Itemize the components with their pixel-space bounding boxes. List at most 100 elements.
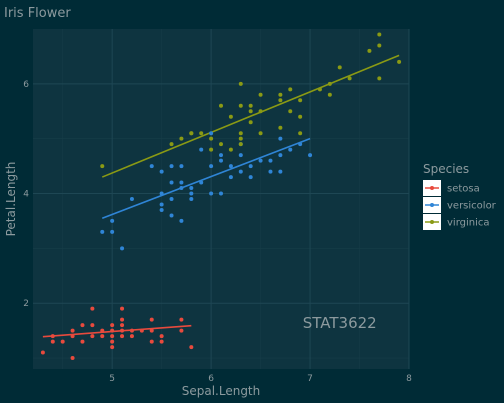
data-point-setosa — [120, 328, 125, 333]
data-point-virginica — [179, 136, 184, 141]
data-point-versicolor — [159, 207, 164, 212]
trend-line-setosa — [42, 324, 192, 338]
data-point-setosa — [110, 328, 115, 333]
data-point-virginica — [238, 131, 243, 136]
data-point-setosa — [60, 339, 65, 344]
data-point-versicolor — [159, 202, 164, 207]
data-point-virginica — [288, 87, 293, 92]
data-point-versicolor — [219, 191, 223, 196]
data-point-versicolor — [278, 136, 283, 141]
data-point-versicolor — [268, 169, 273, 174]
legend-title: Species — [423, 162, 469, 176]
y-axis-ticks: 2 4 6 — [23, 80, 29, 309]
data-point-versicolor — [179, 180, 184, 185]
data-point-setosa — [40, 350, 45, 355]
data-point-versicolor — [288, 147, 293, 152]
data-point-versicolor — [110, 218, 115, 223]
data-point-virginica — [238, 103, 243, 108]
data-point-setosa — [80, 323, 85, 328]
legend-key-point-versicolor — [430, 203, 434, 207]
data-point-virginica — [327, 92, 332, 97]
data-point-virginica — [278, 92, 283, 97]
data-point-virginica — [327, 81, 332, 86]
data-point-versicolor — [298, 142, 303, 147]
data-point-setosa — [80, 339, 85, 344]
data-point-versicolor — [179, 218, 184, 223]
data-point-virginica — [189, 131, 194, 136]
data-point-virginica — [238, 136, 243, 141]
data-point-setosa — [50, 334, 55, 339]
points — [40, 32, 402, 361]
data-point-virginica — [169, 142, 174, 147]
data-point-virginica — [228, 147, 233, 152]
data-point-virginica — [377, 43, 382, 48]
data-point-setosa — [110, 323, 115, 328]
data-point-setosa — [149, 339, 154, 344]
data-point-versicolor — [219, 158, 223, 163]
data-point-setosa — [70, 328, 75, 333]
data-point-setosa — [179, 317, 184, 322]
x-tick-label: 5 — [109, 374, 115, 384]
data-point-versicolor — [238, 153, 243, 158]
data-point-versicolor — [120, 246, 125, 251]
data-point-versicolor — [228, 175, 233, 180]
data-point-virginica — [248, 120, 253, 125]
data-point-setosa — [129, 328, 134, 333]
data-point-versicolor — [199, 147, 204, 152]
data-point-versicolor — [278, 153, 283, 158]
data-point-virginica — [258, 109, 263, 114]
data-point-setosa — [50, 339, 55, 344]
data-point-virginica — [248, 109, 253, 114]
data-point-setosa — [120, 334, 125, 339]
data-point-virginica — [397, 59, 402, 64]
data-point-versicolor — [238, 169, 243, 174]
data-point-virginica — [100, 164, 105, 169]
data-point-virginica — [238, 142, 243, 147]
data-point-setosa — [139, 328, 144, 333]
y-tick-label: 2 — [23, 299, 29, 309]
data-point-setosa — [110, 345, 115, 350]
data-point-setosa — [120, 306, 125, 311]
data-point-virginica — [288, 109, 293, 114]
data-point-setosa — [70, 334, 75, 339]
legend: Species setosa versicolor virginica — [423, 162, 497, 230]
data-point-versicolor — [169, 197, 174, 201]
data-point-setosa — [159, 334, 164, 339]
data-point-versicolor — [189, 197, 194, 201]
legend-key-point-setosa — [430, 186, 434, 190]
data-point-virginica — [258, 92, 263, 97]
data-point-setosa — [110, 334, 115, 339]
data-point-versicolor — [308, 153, 313, 158]
data-point-virginica — [219, 103, 223, 108]
data-point-virginica — [278, 98, 283, 103]
x-axis-label: Sepal.Length — [182, 384, 261, 398]
legend-key-point-virginica — [430, 220, 434, 224]
data-point-versicolor — [209, 164, 214, 169]
data-point-virginica — [199, 131, 204, 136]
data-point-virginica — [298, 114, 303, 119]
data-point-virginica — [228, 114, 233, 119]
data-point-setosa — [159, 339, 164, 344]
data-point-setosa — [120, 323, 125, 328]
data-point-virginica — [209, 147, 214, 152]
chart-title: Iris Flower — [4, 6, 71, 21]
data-point-virginica — [278, 125, 283, 130]
data-point-versicolor — [129, 197, 134, 201]
data-point-setosa — [110, 339, 115, 344]
data-point-setosa — [70, 356, 75, 361]
x-axis-ticks: 5 6 7 8 — [109, 374, 412, 384]
data-point-versicolor — [209, 191, 214, 196]
plot-panel — [33, 29, 409, 369]
data-point-setosa — [100, 334, 105, 339]
y-tick-label: 6 — [23, 80, 29, 90]
trend-line-versicolor — [101, 137, 311, 219]
data-point-setosa — [90, 306, 95, 311]
data-point-setosa — [90, 334, 95, 339]
data-point-versicolor — [199, 180, 204, 185]
data-point-versicolor — [248, 175, 253, 180]
legend-label-setosa: setosa — [447, 184, 480, 195]
data-point-versicolor — [228, 164, 233, 169]
data-point-setosa — [149, 317, 154, 322]
y-axis-label: Petal.Length — [4, 162, 18, 237]
